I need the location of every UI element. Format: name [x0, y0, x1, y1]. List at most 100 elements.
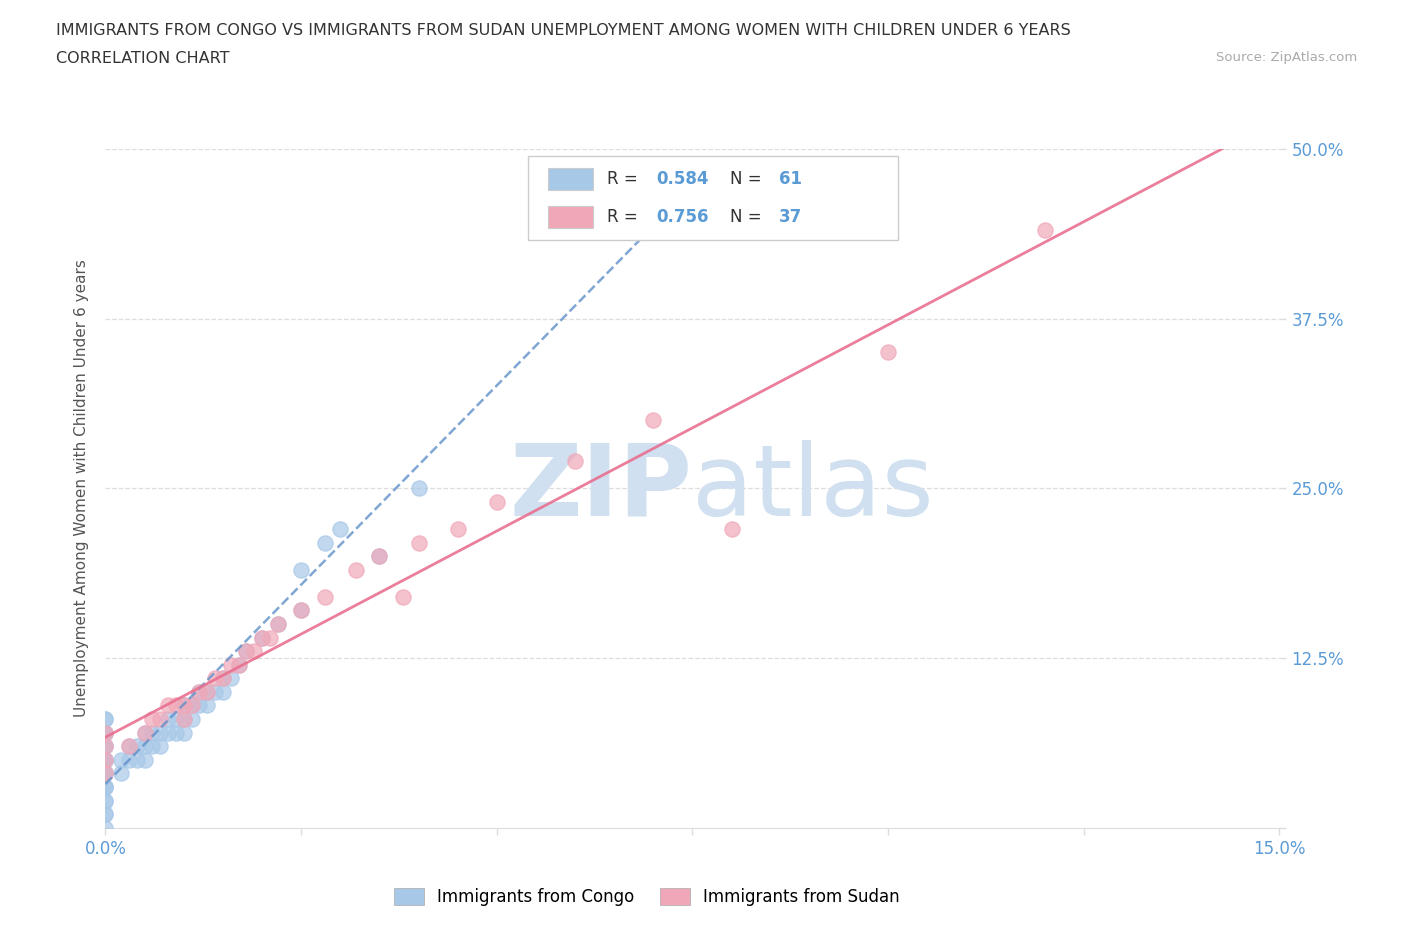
- Point: [368, 549, 391, 564]
- Point: [94, 725, 117, 740]
- Point: [1033, 223, 1056, 238]
- Point: [94, 766, 117, 781]
- Point: [94, 766, 117, 781]
- Point: [94, 752, 117, 767]
- Bar: [548, 206, 593, 228]
- Point: [204, 684, 226, 699]
- Point: [141, 711, 163, 726]
- Point: [134, 752, 156, 767]
- Point: [94, 766, 117, 781]
- Point: [94, 725, 117, 740]
- Point: [180, 698, 202, 713]
- Text: R =: R =: [607, 207, 643, 226]
- Point: [94, 779, 117, 794]
- Point: [235, 644, 257, 658]
- FancyBboxPatch shape: [529, 155, 898, 241]
- Point: [259, 631, 281, 645]
- Point: [211, 671, 233, 685]
- Point: [243, 644, 266, 658]
- Point: [344, 563, 367, 578]
- Text: ZIP: ZIP: [509, 440, 692, 537]
- Point: [211, 684, 233, 699]
- Point: [110, 766, 132, 781]
- Point: [141, 725, 163, 740]
- Text: CORRELATION CHART: CORRELATION CHART: [56, 51, 229, 66]
- Point: [134, 738, 156, 753]
- Point: [211, 671, 233, 685]
- Point: [94, 738, 117, 753]
- Point: [266, 617, 288, 631]
- Point: [485, 495, 508, 510]
- Point: [94, 793, 117, 808]
- Point: [165, 725, 187, 740]
- Point: [118, 738, 141, 753]
- Point: [290, 563, 312, 578]
- Point: [94, 820, 117, 835]
- Point: [94, 711, 117, 726]
- Point: [228, 658, 250, 672]
- Text: Source: ZipAtlas.com: Source: ZipAtlas.com: [1216, 51, 1357, 64]
- Point: [290, 603, 312, 618]
- Point: [219, 658, 242, 672]
- Point: [149, 725, 172, 740]
- Point: [329, 522, 352, 537]
- Point: [157, 711, 180, 726]
- Point: [149, 738, 172, 753]
- Text: R =: R =: [607, 170, 643, 189]
- Point: [180, 711, 202, 726]
- Point: [250, 631, 273, 645]
- Point: [94, 806, 117, 821]
- Point: [94, 779, 117, 794]
- Point: [188, 684, 211, 699]
- Point: [94, 806, 117, 821]
- Point: [94, 793, 117, 808]
- Point: [157, 725, 180, 740]
- Text: 0.756: 0.756: [657, 207, 709, 226]
- Point: [564, 454, 586, 469]
- Point: [219, 671, 242, 685]
- Y-axis label: Unemployment Among Women with Children Under 6 years: Unemployment Among Women with Children U…: [75, 259, 90, 717]
- Point: [157, 698, 180, 713]
- Point: [173, 725, 195, 740]
- Text: N =: N =: [730, 170, 766, 189]
- Point: [195, 684, 218, 699]
- Point: [94, 752, 117, 767]
- Point: [125, 738, 148, 753]
- Point: [524, 223, 547, 238]
- Point: [94, 738, 117, 753]
- Point: [173, 698, 195, 713]
- Point: [173, 711, 195, 726]
- Point: [720, 522, 742, 537]
- Point: [314, 535, 336, 550]
- Point: [173, 698, 195, 713]
- Point: [118, 738, 141, 753]
- Point: [228, 658, 250, 672]
- Bar: [548, 168, 593, 191]
- Point: [94, 725, 117, 740]
- Point: [94, 711, 117, 726]
- Point: [877, 345, 900, 360]
- Text: atlas: atlas: [692, 440, 934, 537]
- Point: [204, 671, 226, 685]
- Point: [446, 522, 468, 537]
- Point: [149, 711, 172, 726]
- Point: [408, 481, 430, 496]
- Point: [188, 698, 211, 713]
- Point: [235, 644, 257, 658]
- Point: [118, 752, 141, 767]
- Point: [368, 549, 391, 564]
- Text: 37: 37: [779, 207, 803, 226]
- Legend: Immigrants from Congo, Immigrants from Sudan: Immigrants from Congo, Immigrants from S…: [387, 881, 907, 912]
- Point: [110, 752, 132, 767]
- Point: [408, 535, 430, 550]
- Point: [165, 711, 187, 726]
- Text: 61: 61: [779, 170, 803, 189]
- Point: [195, 684, 218, 699]
- Point: [94, 752, 117, 767]
- Point: [314, 590, 336, 604]
- Point: [188, 684, 211, 699]
- Point: [94, 766, 117, 781]
- Point: [134, 725, 156, 740]
- Point: [134, 725, 156, 740]
- Point: [125, 752, 148, 767]
